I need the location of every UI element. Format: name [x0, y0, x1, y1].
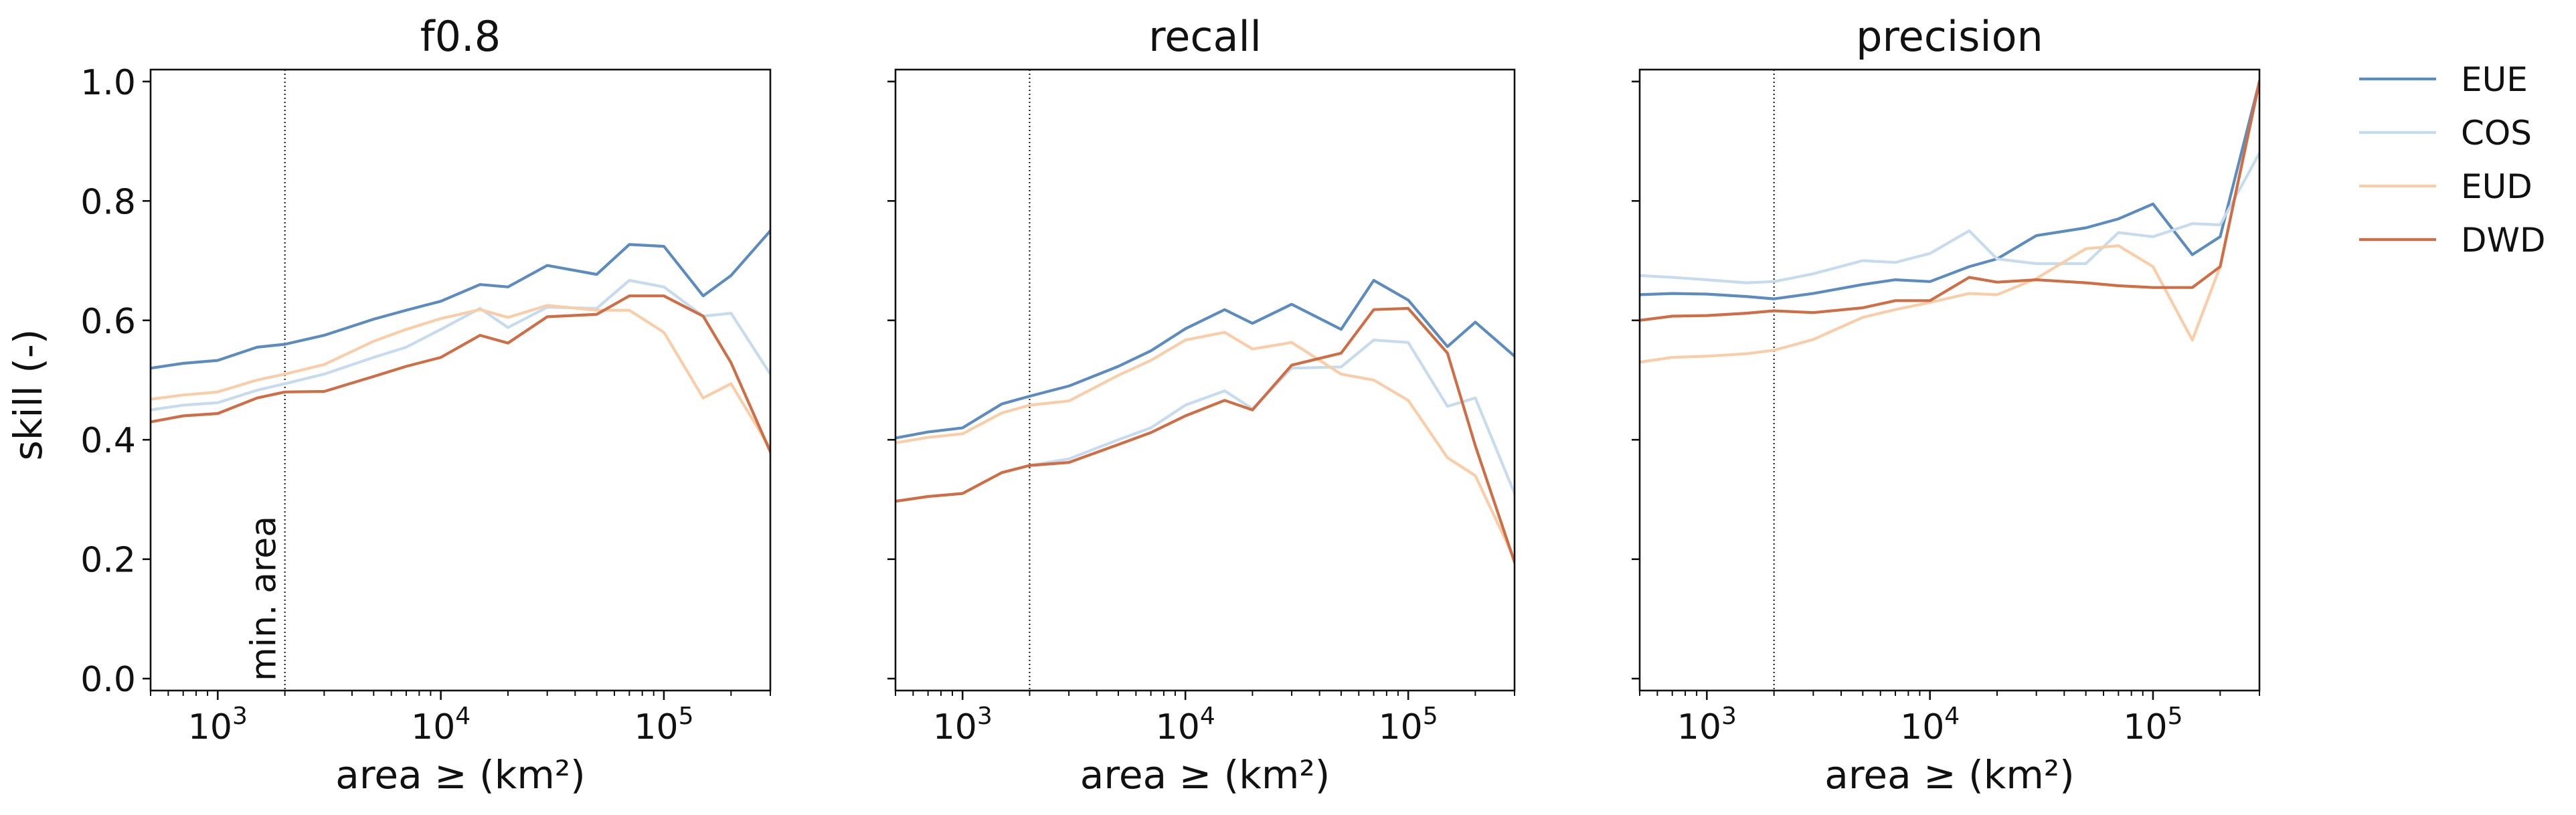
legend-label-eue: EUE [2461, 60, 2528, 99]
series-group [151, 228, 770, 454]
series-line-eue [151, 228, 770, 370]
axes-frame [894, 68, 1516, 692]
y-tick-label: 0.4 [80, 421, 136, 461]
series-group [1640, 80, 2259, 364]
panel-title: precision [1856, 12, 2043, 61]
x-tick-label: 103 [1677, 703, 1737, 747]
series-line-eud [151, 304, 770, 451]
series-line-eud [895, 331, 1515, 561]
y-tick-label: 0.2 [80, 541, 136, 581]
series-line-dwd [151, 294, 770, 454]
min-area-label: min. area [244, 516, 284, 681]
panel-title: f0.8 [420, 12, 501, 61]
legend-label-dwd: DWD [2461, 221, 2545, 260]
x-axis-label: area ≥ (km²) [335, 752, 585, 798]
x-axis-label: area ≥ (km²) [1080, 752, 1330, 798]
series-line-eud [1640, 80, 2259, 364]
y-tick-label: 1.0 [80, 63, 136, 103]
series-group [895, 278, 1515, 564]
panel-precision: precision 103 104 105 area ≥ (km²) [1632, 12, 2261, 798]
y-axis-label: skill (-) [5, 329, 51, 461]
panel-f08: f0.8 min. area 0.0 0.2 0.4 0.6 0.8 1.0 103 104 105… [80, 12, 772, 798]
series-line-eue [895, 278, 1515, 440]
x-axis-label: area ≥ (km²) [1824, 752, 2074, 798]
series-line-cos [1640, 151, 2259, 284]
y-tick-label: 0.6 [80, 302, 136, 342]
y-tick-label: 0.0 [80, 660, 136, 700]
panel-title: recall [1148, 12, 1262, 61]
series-line-dwd [895, 306, 1515, 564]
series-line-cos [151, 278, 770, 412]
axes-frame [1638, 68, 2261, 692]
axes-frame [149, 68, 772, 692]
x-tick-label: 104 [1156, 703, 1215, 747]
legend-label-eud: EUD [2461, 167, 2532, 206]
series-line-eue [1640, 80, 2259, 300]
x-tick-label: 104 [411, 703, 470, 747]
x-tick-label: 105 [1379, 703, 1438, 747]
x-tick-label: 104 [1900, 703, 1960, 747]
panel-recall: recall 103 104 105 area ≥ (km²) [887, 12, 1516, 798]
y-tick-label: 0.8 [80, 182, 136, 222]
x-tick-label: 103 [933, 703, 993, 747]
x-tick-label: 103 [188, 703, 248, 747]
x-tick-label: 105 [2123, 703, 2182, 747]
series-line-dwd [1640, 80, 2259, 322]
legend-label-cos: COS [2461, 114, 2532, 153]
legend: EUE COS EUD DWD [2359, 60, 2545, 260]
x-tick-label: 105 [634, 703, 693, 747]
